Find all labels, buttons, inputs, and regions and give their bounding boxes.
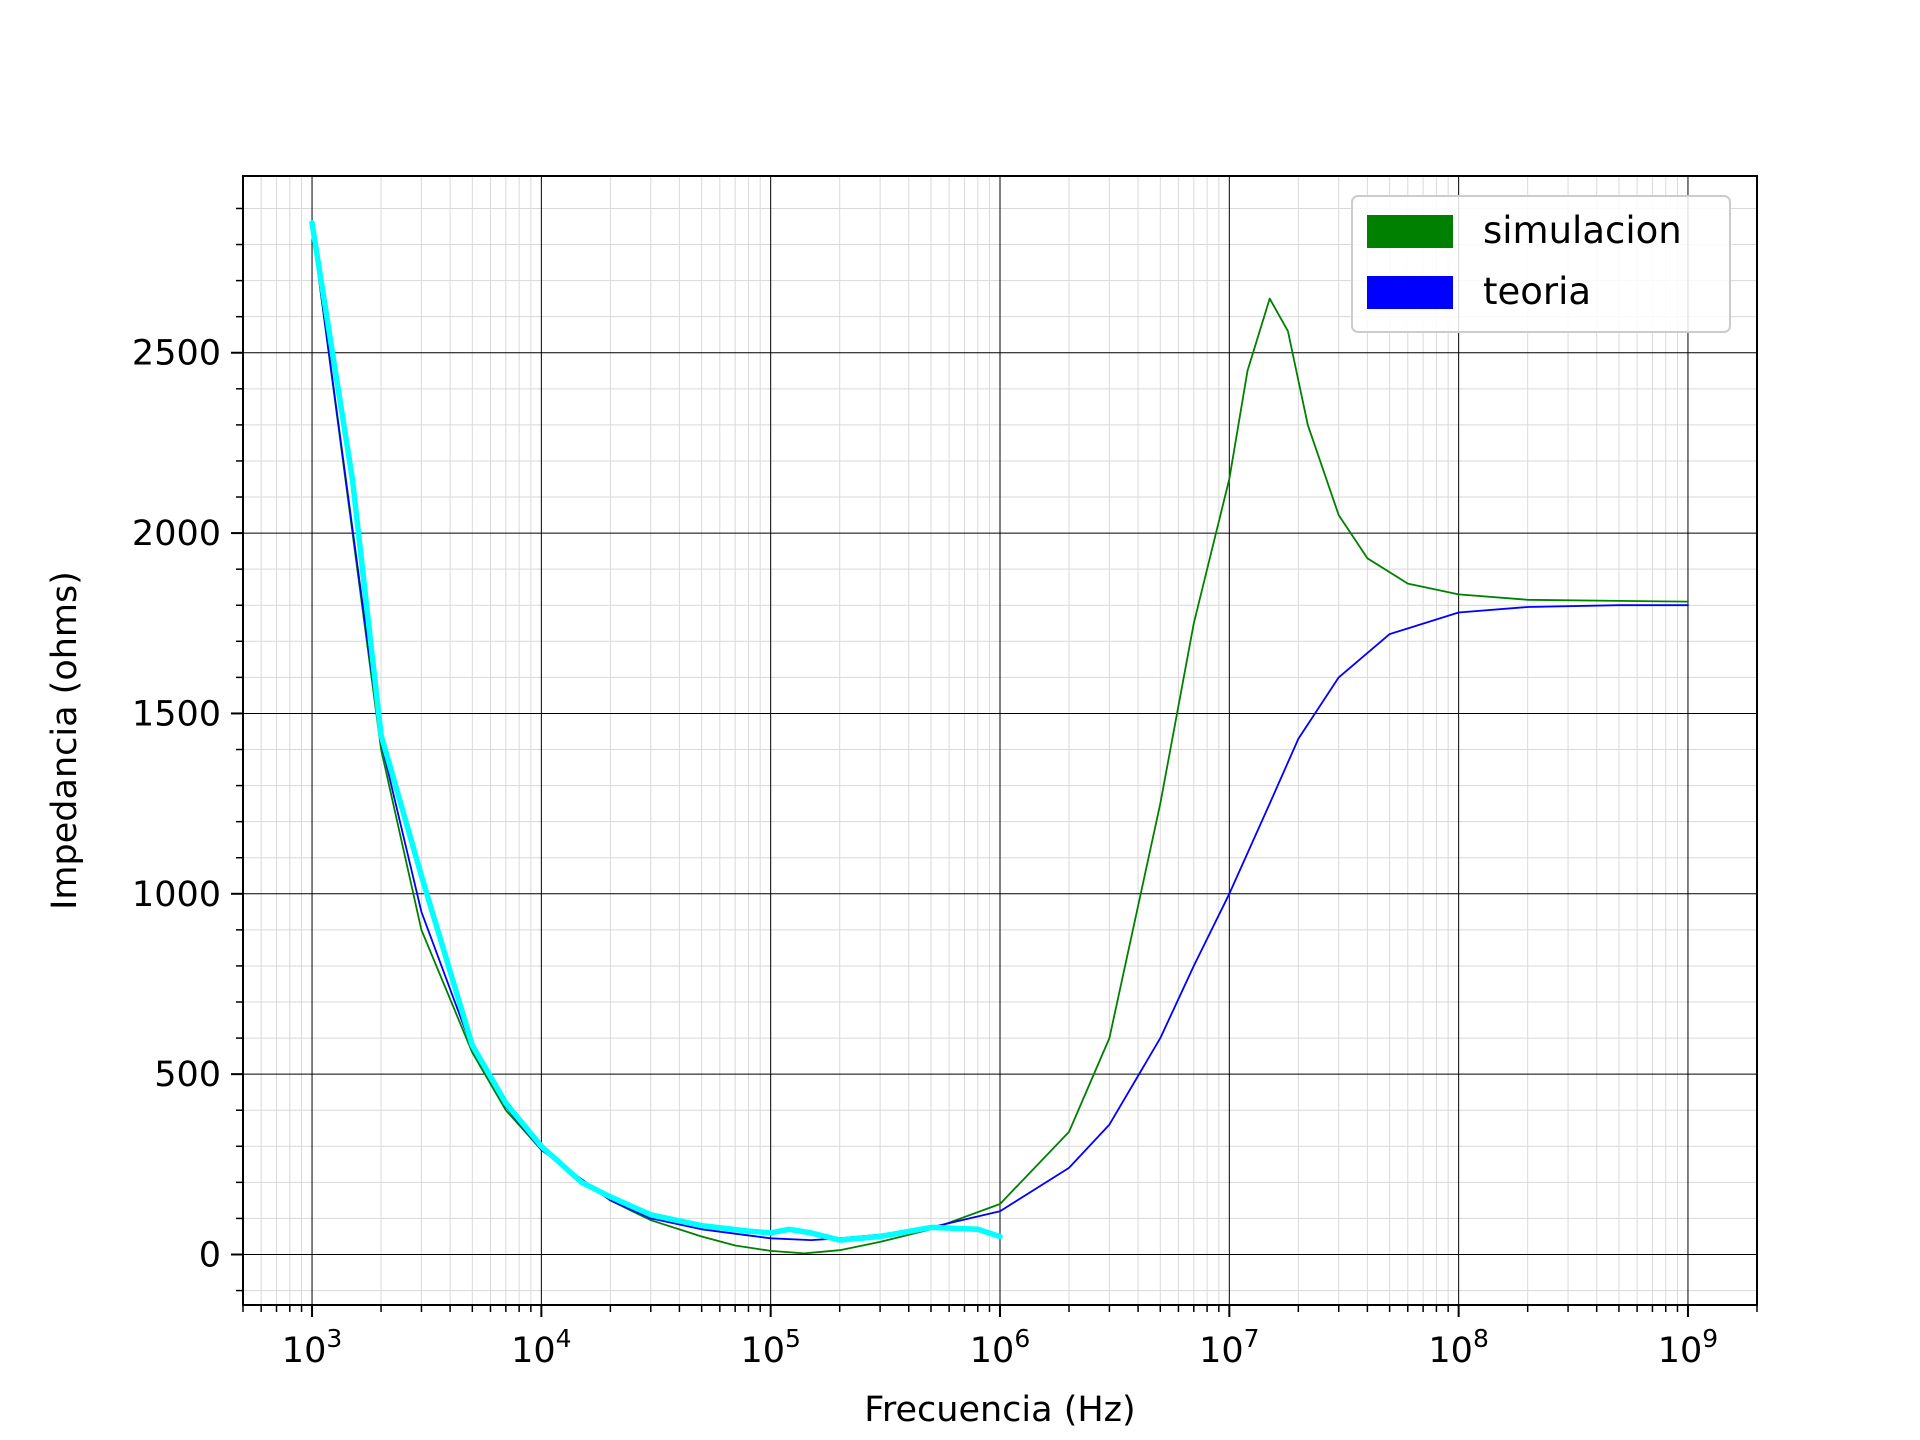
tick-labels: 103 104 105 106 107 108 109 0 500 1000 1500 2000 250… <box>132 334 1718 1371</box>
y-tick-label: 1000 <box>132 875 221 915</box>
y-tick-label: 0 <box>199 1236 221 1276</box>
legend-swatch-2 <box>1367 276 1453 309</box>
x-tick-label: 103 <box>282 1324 342 1371</box>
y-axis-label: Impedancia (ohms) <box>45 571 85 910</box>
series-line-3 <box>309 220 1003 1243</box>
y-tick-label: 1500 <box>132 694 221 734</box>
x-tick-label: 109 <box>1658 1324 1718 1371</box>
x-tick-label: 107 <box>1199 1324 1259 1371</box>
legend-label-2: teoria <box>1483 270 1591 313</box>
x-axis-label: Frecuencia (Hz) <box>864 1390 1135 1430</box>
legend: simulacion teoria <box>1351 195 1731 333</box>
ticks-layer <box>231 207 1758 1317</box>
y-tick-label: 2000 <box>132 514 221 554</box>
x-tick-label: 106 <box>970 1324 1030 1371</box>
major-grid <box>243 176 1757 1305</box>
legend-label-1: simulacion <box>1483 209 1682 252</box>
x-tick-label: 108 <box>1428 1324 1488 1371</box>
legend-swatch-1 <box>1367 215 1453 248</box>
x-tick-label: 104 <box>511 1324 571 1371</box>
series-layer <box>309 220 1689 1255</box>
y-tick-label: 500 <box>154 1055 221 1095</box>
x-tick-label: 105 <box>740 1324 800 1371</box>
y-tick-label: 2500 <box>132 334 221 374</box>
